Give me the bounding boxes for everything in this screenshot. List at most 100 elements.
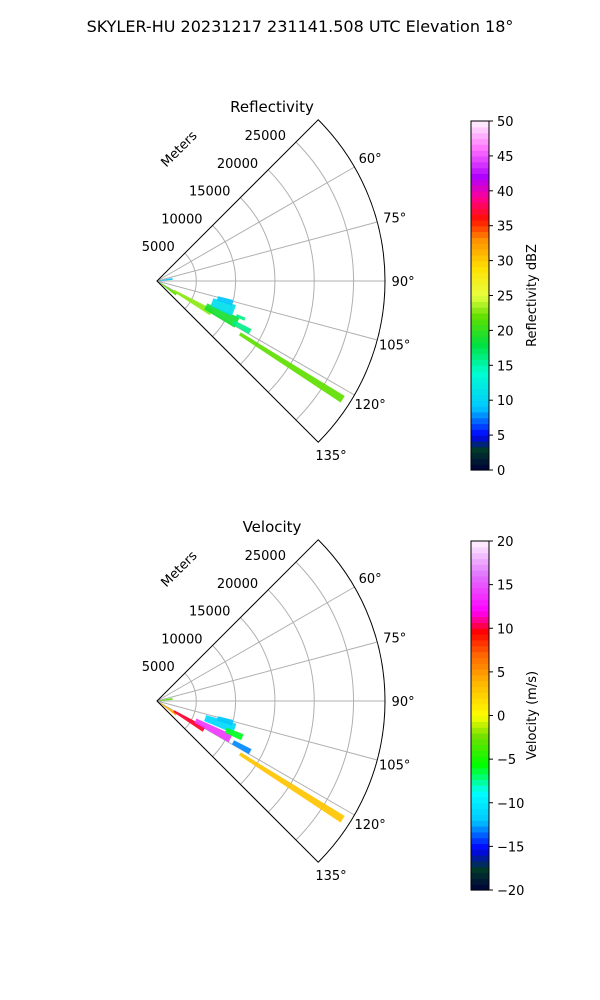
colorbar-segment (471, 458, 489, 465)
azimuth-tick-label: 60° (359, 152, 382, 167)
colorbar-tick-label: 20 (497, 324, 514, 339)
echo-gate (159, 702, 178, 716)
colorbar-segment (471, 802, 489, 810)
colorbar-segment (471, 826, 489, 833)
colorbar-segment (471, 440, 489, 448)
colorbar-tick-label: 20 (497, 535, 514, 550)
panel-title: Reflectivity (230, 98, 314, 116)
azimuth-gridline (156, 166, 355, 282)
echo-gate (238, 752, 345, 823)
colorbar-segment (471, 283, 489, 291)
colorbar-segment (471, 243, 489, 250)
colorbar-label: Velocity (m/s) (525, 671, 540, 760)
echo-gate (231, 320, 252, 335)
colorbar-segment (471, 651, 489, 658)
colorbar-segment (471, 639, 489, 647)
colorbar-segment (471, 150, 489, 157)
colorbar-tick-label: −15 (497, 840, 524, 855)
colorbar-segment (471, 860, 489, 868)
colorbar-tick-label: 30 (497, 255, 514, 270)
colorbar-segment (471, 330, 489, 337)
colorbar-segment (471, 318, 489, 326)
colorbar-segment (471, 214, 489, 221)
colorbar-segment (471, 872, 489, 879)
colorbar-segment (471, 738, 489, 746)
colorbar-segment (471, 237, 489, 244)
echo-gate (224, 727, 244, 741)
colorbar-segment (471, 307, 489, 314)
azimuth-tick-label: 90° (392, 695, 415, 710)
range-tick-label: 20000 (217, 157, 258, 172)
colorbar-segment (471, 132, 489, 140)
colorbar-segment (471, 272, 489, 279)
colorbar-segment (471, 376, 489, 384)
colorbar-segment (471, 144, 489, 151)
echo-gate (173, 710, 206, 732)
colorbar-segment (471, 336, 489, 343)
colorbar-tick-label: 50 (497, 115, 514, 130)
range-tick-label: 25000 (245, 549, 286, 564)
range-axis-label: Meters (159, 548, 201, 590)
range-tick-label: 5000 (142, 240, 175, 255)
colorbar-segment (471, 429, 489, 436)
panel-title: Velocity (243, 518, 302, 536)
colorbar-segment (471, 406, 489, 413)
colorbar-segment (471, 464, 489, 471)
colorbar-segment (471, 423, 489, 430)
colorbar-segment (471, 878, 489, 885)
velocity-panel: Velocity Meters 5000 10000 15000 20000 25000… (142, 518, 540, 899)
colorbar-label: Reflectivity dBZ (525, 244, 540, 347)
colorbar-segment (471, 388, 489, 395)
colorbar-segment (471, 202, 489, 209)
colorbar-segment (471, 347, 489, 355)
colorbar-segment (471, 796, 489, 804)
echo-gate (159, 277, 173, 281)
colorbar-segment (471, 231, 489, 238)
colorbar-tick-label: 5 (497, 666, 505, 681)
colorbar-segment (471, 575, 489, 583)
colorbar-segment (471, 121, 489, 128)
colorbar-segment (471, 820, 489, 827)
range-tick-label: 15000 (189, 605, 230, 620)
reflectivity-panel: Reflectivity Meters 5000 10000 15000 20000 2… (142, 98, 540, 479)
echo-field (159, 277, 345, 403)
colorbar-segment (471, 767, 489, 775)
colorbar-segment (471, 552, 489, 560)
range-tick-label: 15000 (189, 185, 230, 200)
colorbar-segment (471, 657, 489, 664)
colorbar-tick-label: 40 (497, 185, 514, 200)
azimuth-tick-label: 60° (359, 572, 382, 587)
echo-gate (216, 296, 234, 306)
colorbar-segment (471, 610, 489, 618)
colorbar-tick-label: 15 (497, 579, 514, 594)
colorbar-segment (471, 645, 489, 653)
colorbar-segment (471, 382, 489, 390)
colorbar-segment (471, 564, 489, 571)
colorbar-segment (471, 686, 489, 693)
colorbar-segment (471, 628, 489, 635)
colorbar-segment (471, 342, 489, 349)
azimuth-tick-label: 135° (315, 449, 346, 464)
colorbar-tick-label: 10 (497, 394, 514, 409)
colorbar-segment (471, 155, 489, 163)
colorbar-segment (471, 849, 489, 856)
colorbar-segment (471, 855, 489, 862)
colorbar-tick-label: 5 (497, 429, 505, 444)
colorbar: 0 5 10 15 20 25 30 35 40 45 50 Reflectivity dBZ (470, 115, 540, 479)
colorbar-segment (471, 581, 489, 589)
colorbar-segment (471, 668, 489, 676)
colorbar-segment (471, 616, 489, 624)
azimuth-tick-label: 135° (315, 869, 346, 884)
colorbar-segment (471, 727, 489, 734)
azimuth-tick-label: 105° (379, 759, 410, 774)
colorbar-tick-label: 15 (497, 359, 514, 374)
colorbar-tick-label: −5 (497, 753, 516, 768)
colorbar-segment (471, 254, 489, 262)
echo-field (159, 697, 345, 823)
range-tick-label: 10000 (161, 632, 202, 647)
colorbar-segment (471, 219, 489, 227)
colorbar-segment (471, 435, 489, 442)
colorbar-segment (471, 756, 489, 763)
range-tick-label: 10000 (161, 212, 202, 227)
